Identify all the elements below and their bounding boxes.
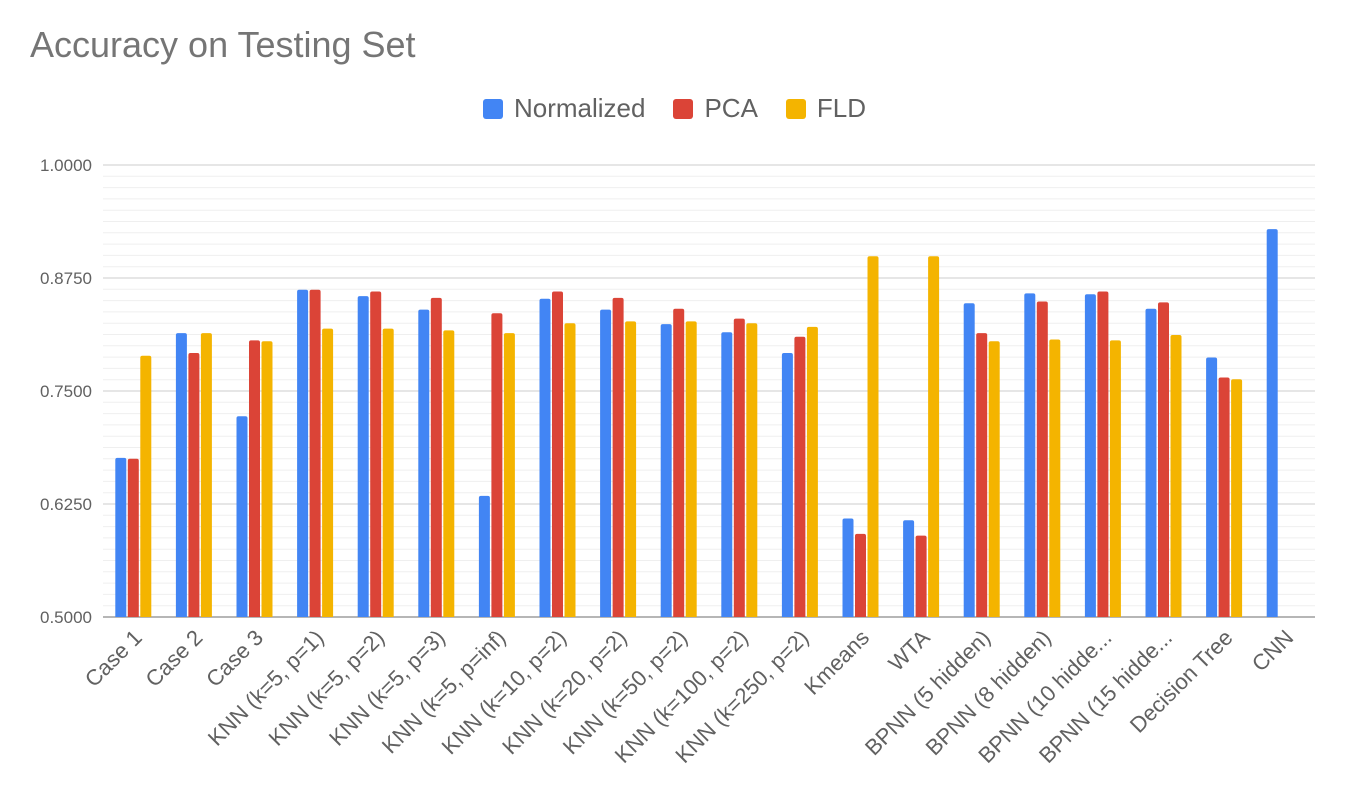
legend-label-pca: PCA bbox=[704, 93, 758, 123]
bar-pca bbox=[249, 340, 260, 617]
bar-normalized bbox=[600, 309, 612, 617]
bar-fld bbox=[503, 333, 515, 617]
bar-pca bbox=[855, 533, 866, 617]
bar-normalized bbox=[115, 457, 127, 617]
chart-title: Accuracy on Testing Set bbox=[30, 24, 416, 65]
bar-normalized bbox=[175, 333, 187, 617]
legend-label-normalized: Normalized bbox=[513, 93, 646, 123]
legend: Normalized PCA FLD bbox=[0, 93, 1349, 124]
bar-normalized bbox=[1145, 308, 1157, 617]
bar-normalized bbox=[539, 298, 551, 617]
y-tick-label: 0.6250 bbox=[40, 495, 92, 514]
bar-pca bbox=[733, 318, 745, 617]
bar-pca bbox=[976, 333, 988, 617]
legend-item-pca: PCA bbox=[673, 93, 758, 124]
bar-pca bbox=[1097, 291, 1109, 617]
bar-pca bbox=[1218, 377, 1230, 617]
legend-swatch-pca bbox=[673, 98, 694, 119]
legend-label-fld: FLD bbox=[816, 93, 867, 123]
bar-fld bbox=[140, 355, 152, 617]
bar-normalized bbox=[660, 324, 672, 617]
bar-pca bbox=[127, 458, 139, 617]
bar-normalized bbox=[842, 518, 854, 617]
bar-normalized bbox=[418, 309, 430, 617]
x-tick-label: CNN bbox=[1247, 625, 1298, 676]
bar-normalized bbox=[357, 296, 369, 617]
bar-fld bbox=[867, 256, 879, 617]
x-tick-label: Kmeans bbox=[799, 625, 874, 700]
bar-pca bbox=[1158, 302, 1169, 617]
bar-normalized bbox=[1024, 293, 1036, 617]
x-tick-label: Case 1 bbox=[80, 625, 147, 692]
bar-fld bbox=[685, 321, 697, 617]
bar-normalized bbox=[1266, 229, 1278, 617]
bar-pca bbox=[612, 297, 624, 617]
y-tick-label: 0.5000 bbox=[40, 608, 92, 627]
bar-fld bbox=[806, 326, 818, 617]
bar-normalized bbox=[1206, 357, 1218, 617]
bar-fld bbox=[625, 321, 637, 617]
legend-swatch-fld bbox=[785, 98, 806, 119]
legend-swatch-normalized bbox=[482, 98, 503, 119]
bar-fld bbox=[928, 256, 940, 617]
bar-normalized bbox=[236, 416, 248, 617]
bar-pca bbox=[1036, 301, 1048, 617]
bar-pca bbox=[309, 289, 321, 617]
bar-normalized bbox=[781, 353, 793, 617]
bar-fld bbox=[443, 330, 455, 617]
x-tick-label: Case 2 bbox=[140, 625, 207, 692]
bar-pca bbox=[370, 291, 382, 617]
bar-fld bbox=[1049, 339, 1061, 617]
bar-pca bbox=[491, 313, 503, 617]
bar-pca bbox=[673, 308, 685, 617]
bar-pca bbox=[430, 297, 442, 617]
bar-fld bbox=[1231, 379, 1243, 617]
bar-fld bbox=[322, 328, 334, 617]
bar-normalized bbox=[721, 332, 733, 617]
legend-item-fld: FLD bbox=[785, 93, 867, 124]
legend-item-normalized: Normalized bbox=[482, 93, 646, 124]
bar-pca bbox=[915, 535, 927, 617]
bar-normalized bbox=[478, 495, 490, 617]
bar-pca bbox=[188, 353, 200, 617]
bar-fld bbox=[382, 328, 394, 617]
bar-fld bbox=[1109, 340, 1121, 617]
bar-normalized bbox=[297, 289, 309, 617]
bar-fld bbox=[1170, 334, 1182, 617]
x-tick-label: WTA bbox=[884, 625, 935, 676]
y-tick-label: 0.8750 bbox=[40, 269, 92, 288]
bar-fld bbox=[261, 341, 273, 617]
bar-normalized bbox=[963, 303, 975, 617]
bar-fld bbox=[200, 333, 212, 617]
bar-fld bbox=[988, 341, 1000, 617]
bar-pca bbox=[794, 336, 806, 617]
bar-normalized bbox=[903, 520, 915, 617]
y-tick-label: 0.7500 bbox=[40, 382, 92, 401]
bar-fld bbox=[746, 323, 758, 617]
bar-pca bbox=[552, 291, 563, 617]
y-tick-label: 1.0000 bbox=[40, 156, 92, 175]
bar-fld bbox=[564, 323, 576, 617]
bar-normalized bbox=[1084, 294, 1096, 617]
